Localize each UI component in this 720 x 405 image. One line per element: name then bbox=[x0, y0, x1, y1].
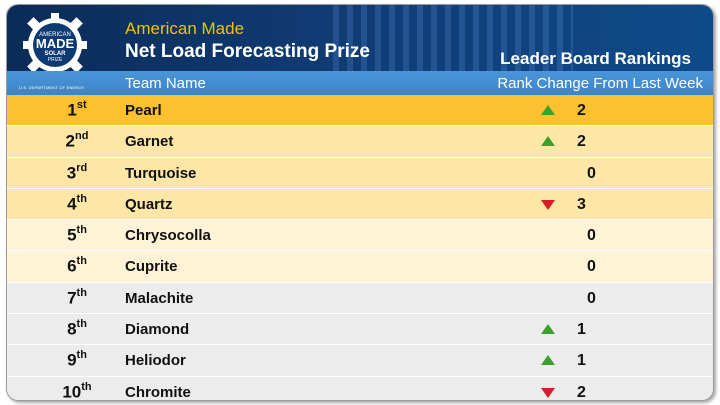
rank-position: 5th bbox=[67, 224, 87, 245]
rankings-table: 1st Pearl 2 2nd Garnet 2 3rd Turquoise 0 4th Quart… bbox=[7, 95, 713, 401]
rank-change-value: 1 bbox=[577, 321, 586, 339]
team-name: Garnet bbox=[125, 133, 174, 151]
header-banner: AMERICAN MADE SOLAR PRIZE American Made … bbox=[7, 5, 713, 71]
svg-text:MADE: MADE bbox=[36, 36, 75, 51]
rank-change-value: 2 bbox=[577, 383, 586, 401]
rank-change-value: 1 bbox=[577, 352, 586, 370]
american-made-solar-prize-logo: AMERICAN MADE SOLAR PRIZE bbox=[23, 13, 87, 71]
rank-position: 7th bbox=[67, 286, 87, 308]
team-name-header: Team Name bbox=[125, 75, 206, 92]
rank-change-value: 0 bbox=[587, 164, 596, 182]
rank-position: 8th bbox=[67, 318, 87, 339]
svg-text:SOLAR: SOLAR bbox=[45, 51, 67, 57]
dept-energy-label: U.S. DEPARTMENT OF ENERGY bbox=[19, 85, 85, 90]
table-row: 5th Chrysocolla 0 bbox=[7, 220, 713, 252]
rank-change-value: 2 bbox=[577, 102, 586, 119]
team-name: Quartz bbox=[125, 195, 173, 213]
up-arrow-icon bbox=[541, 355, 555, 366]
rank-change-value: 3 bbox=[577, 195, 586, 213]
table-row: 3rd Turquoise 0 bbox=[7, 157, 713, 189]
svg-text:PRIZE: PRIZE bbox=[48, 57, 63, 63]
rank-position: 4th bbox=[67, 192, 87, 214]
up-arrow-icon bbox=[541, 136, 555, 147]
team-name: Heliodor bbox=[125, 352, 186, 370]
rank-change-value: 2 bbox=[577, 133, 586, 151]
table-row: 7th Malachite 0 bbox=[7, 282, 713, 315]
board-title: Leader Board Rankings bbox=[500, 49, 691, 68]
table-row: 2nd Garnet 2 bbox=[7, 126, 713, 158]
rank-position: 3rd bbox=[66, 161, 88, 183]
team-name: Malachite bbox=[125, 289, 194, 307]
rank-change-value: 0 bbox=[587, 258, 596, 276]
up-arrow-icon bbox=[541, 105, 555, 115]
team-name: Turquoise bbox=[125, 164, 197, 182]
table-row: 9th Heliodor 1 bbox=[7, 345, 713, 377]
table-row: 6th Cuprite 0 bbox=[7, 251, 713, 283]
up-arrow-icon bbox=[541, 324, 555, 335]
column-header-bar: Team Name Rank Change From Last Week bbox=[7, 71, 713, 95]
team-name: Chromite bbox=[125, 383, 191, 401]
rank-position: 6th bbox=[67, 255, 87, 277]
prize-title: Net Load Forecasting Prize bbox=[125, 41, 370, 62]
svg-text:AMERICAN: AMERICAN bbox=[39, 32, 71, 38]
team-name: Chrysocolla bbox=[125, 227, 211, 245]
team-name: Pearl bbox=[125, 102, 162, 119]
background-chart-decoration bbox=[333, 5, 573, 71]
table-row: 8th Diamond 1 bbox=[7, 314, 713, 346]
table-row: 1st Pearl 2 bbox=[7, 95, 713, 127]
team-name: Diamond bbox=[125, 321, 190, 339]
rank-change-value: 0 bbox=[587, 227, 596, 245]
leaderboard-card: AMERICAN MADE SOLAR PRIZE American Made … bbox=[6, 4, 714, 401]
rank-change-value: 0 bbox=[587, 289, 596, 307]
rank-position: 1st bbox=[67, 99, 87, 120]
prize-subtitle: American Made bbox=[125, 19, 245, 38]
rank-position: 9th bbox=[67, 349, 87, 371]
table-row: 4th Quartz 3 bbox=[7, 188, 713, 221]
down-arrow-icon bbox=[541, 387, 555, 398]
rank-change-header: Rank Change From Last Week bbox=[497, 75, 703, 92]
team-name: Cuprite bbox=[125, 258, 178, 276]
table-row: 10th Chromite 2 bbox=[7, 376, 713, 401]
down-arrow-icon bbox=[541, 199, 555, 210]
rank-position: 2nd bbox=[65, 130, 89, 151]
rank-position: 10th bbox=[62, 380, 92, 401]
